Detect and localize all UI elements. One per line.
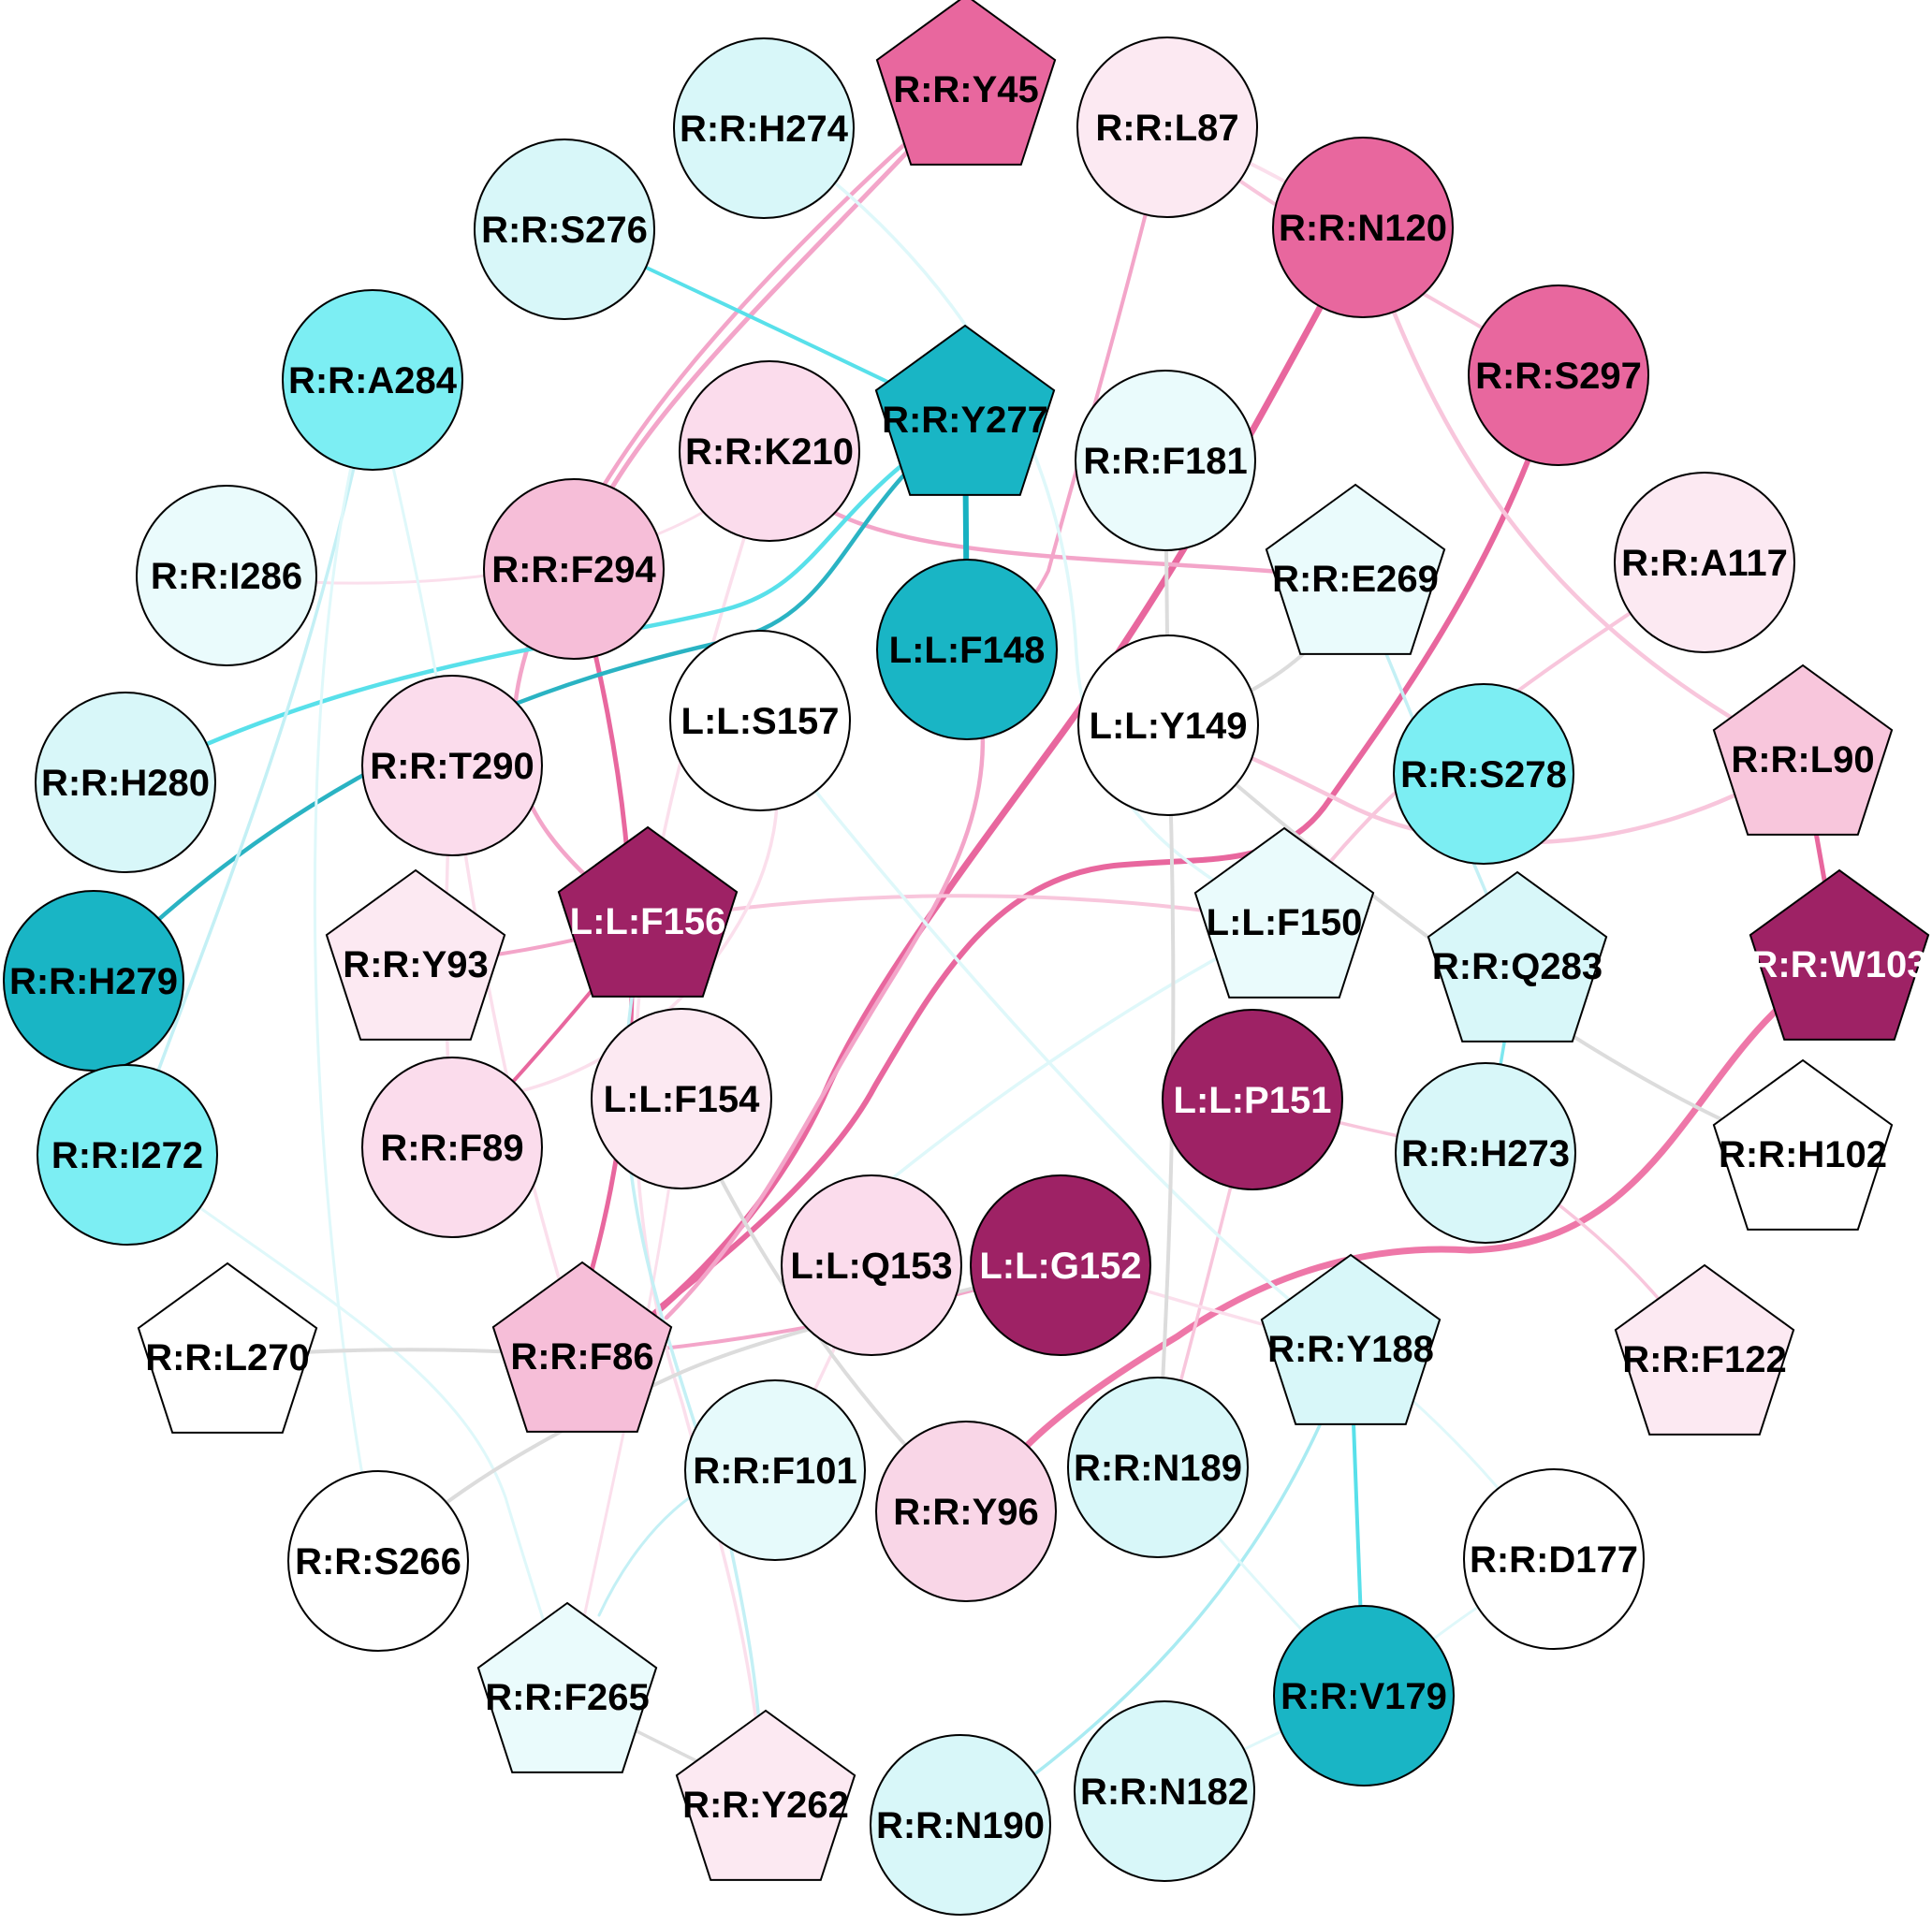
svg-text:R:R:W103: R:R:W103 — [1751, 944, 1928, 985]
svg-text:R:R:S278: R:R:S278 — [1400, 754, 1567, 795]
svg-text:R:R:E269: R:R:E269 — [1272, 559, 1439, 600]
svg-text:R:R:Y188: R:R:Y188 — [1267, 1329, 1434, 1370]
svg-text:R:R:N190: R:R:N190 — [876, 1805, 1045, 1846]
svg-text:R:R:F294: R:R:F294 — [491, 549, 656, 591]
svg-text:L:L:F154: L:L:F154 — [604, 1079, 760, 1120]
svg-text:L:L:Q153: L:L:Q153 — [790, 1246, 952, 1287]
svg-text:R:R:F181: R:R:F181 — [1083, 441, 1248, 482]
svg-text:R:R:D177: R:R:D177 — [1470, 1539, 1638, 1581]
svg-text:L:L:P151: L:L:P151 — [1174, 1080, 1332, 1121]
svg-text:R:R:N120: R:R:N120 — [1279, 208, 1447, 249]
svg-text:R:R:I272: R:R:I272 — [51, 1135, 203, 1176]
svg-text:R:R:H274: R:R:H274 — [680, 109, 849, 150]
svg-text:R:R:H102: R:R:H102 — [1719, 1134, 1887, 1175]
svg-text:R:R:L270: R:R:L270 — [145, 1337, 310, 1378]
svg-text:R:R:N182: R:R:N182 — [1080, 1772, 1249, 1813]
svg-text:R:R:Q283: R:R:Q283 — [1432, 946, 1603, 987]
svg-text:R:R:S266: R:R:S266 — [295, 1541, 461, 1582]
svg-text:R:R:Y96: R:R:Y96 — [893, 1492, 1039, 1533]
svg-text:L:L:F150: L:L:F150 — [1207, 902, 1363, 943]
svg-text:R:R:I286: R:R:I286 — [151, 556, 302, 597]
svg-text:R:R:Y262: R:R:Y262 — [682, 1785, 849, 1826]
svg-text:L:L:Y149: L:L:Y149 — [1090, 706, 1248, 747]
svg-text:R:R:H280: R:R:H280 — [41, 763, 210, 804]
svg-text:R:R:Y277: R:R:Y277 — [882, 400, 1048, 441]
svg-text:R:R:H273: R:R:H273 — [1401, 1133, 1570, 1174]
svg-text:R:R:K210: R:R:K210 — [685, 431, 854, 473]
svg-text:R:R:L87: R:R:L87 — [1095, 108, 1238, 149]
svg-text:R:R:S276: R:R:S276 — [481, 210, 648, 251]
svg-text:R:R:F86: R:R:F86 — [510, 1336, 653, 1378]
svg-text:R:R:H279: R:R:H279 — [9, 961, 178, 1002]
svg-text:R:R:N189: R:R:N189 — [1074, 1448, 1242, 1489]
svg-text:R:R:S297: R:R:S297 — [1475, 356, 1642, 397]
svg-text:L:L:S157: L:L:S157 — [681, 701, 840, 742]
svg-text:L:L:F148: L:L:F148 — [889, 630, 1046, 671]
svg-text:R:R:F265: R:R:F265 — [485, 1677, 650, 1718]
svg-text:R:R:F89: R:R:F89 — [380, 1128, 523, 1169]
svg-text:R:R:T290: R:R:T290 — [370, 746, 534, 787]
svg-text:R:R:A117: R:R:A117 — [1621, 543, 1788, 584]
svg-text:R:R:V179: R:R:V179 — [1281, 1676, 1447, 1717]
svg-text:L:L:F156: L:L:F156 — [570, 901, 726, 942]
svg-text:R:R:F101: R:R:F101 — [693, 1451, 857, 1492]
svg-text:R:R:F122: R:R:F122 — [1622, 1339, 1787, 1380]
svg-text:R:R:L90: R:R:L90 — [1731, 739, 1874, 780]
svg-text:R:R:Y45: R:R:Y45 — [893, 69, 1039, 110]
svg-text:R:R:A284: R:R:A284 — [288, 360, 458, 401]
svg-text:L:L:G152: L:L:G152 — [979, 1246, 1141, 1287]
svg-text:R:R:Y93: R:R:Y93 — [343, 944, 489, 985]
